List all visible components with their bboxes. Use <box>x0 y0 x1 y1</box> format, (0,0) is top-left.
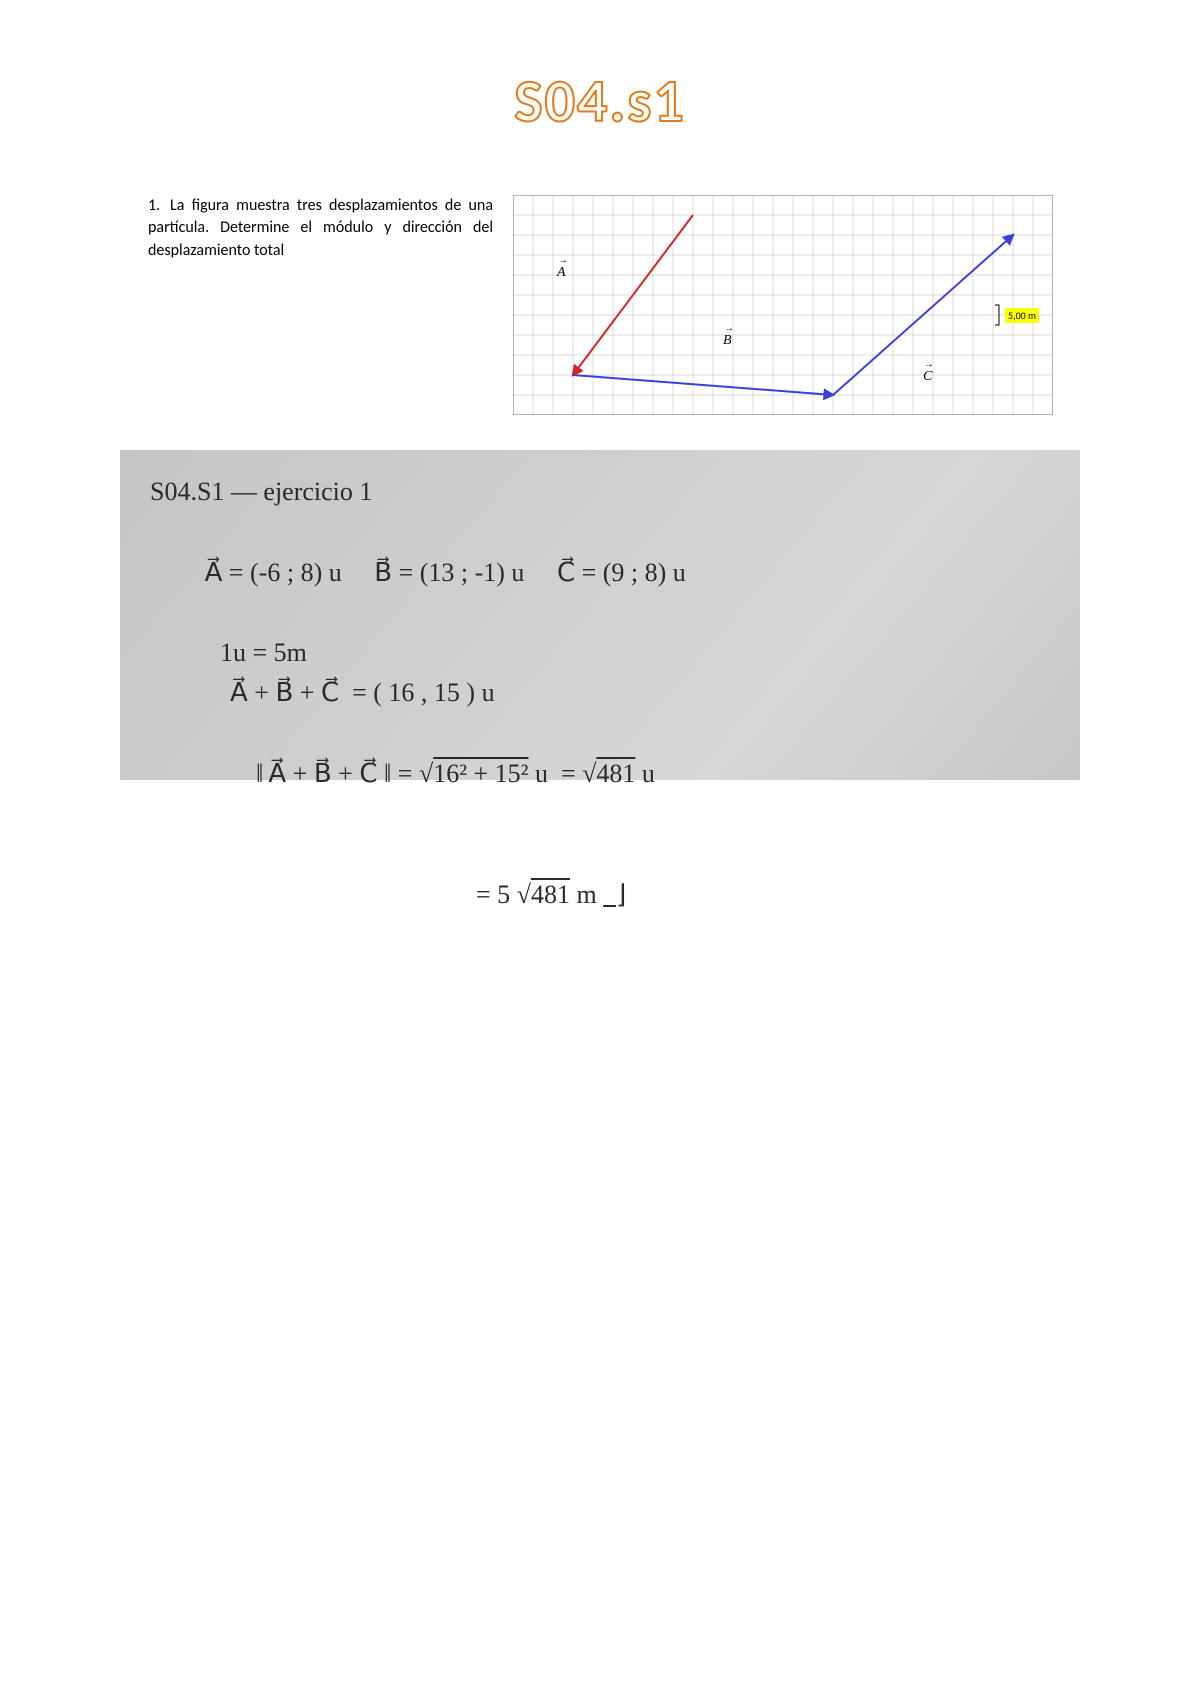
hw-vectors-line: A⃗ = (-6 ; 8) u B⃗ = (13 ; -1) u C⃗ = (9… <box>150 512 1050 633</box>
vector-label-B: →B <box>723 333 732 349</box>
scale-label: 5,00 m <box>1005 308 1039 323</box>
hw-result-rad: 481 <box>531 880 570 909</box>
hw-vec-B: B⃗ = (13 ; -1) u <box>374 558 524 587</box>
problem-number: 1. <box>148 195 170 217</box>
hw-unit: 1u = 5m <box>150 633 1050 673</box>
hw-vec-A: A⃗ = (-6 ; 8) u <box>205 558 342 587</box>
hw-mag-u: u <box>635 759 655 788</box>
underline-flourish: ⌋ <box>603 880 626 909</box>
hw-mag-rad2: 481 <box>596 759 635 788</box>
problem-text: 1.La figura muestra tres desplazamientos… <box>148 195 493 262</box>
hw-heading: S04.S1 — ejercicio 1 <box>150 472 1050 512</box>
hw-vec-C: C⃗ = (9 ; 8) u <box>557 558 686 587</box>
hw-mag-rad1: 16² + 15² <box>433 759 528 788</box>
hw-sum: A⃗ + B⃗ + C⃗ = ( 16 , 15 ) u <box>150 673 1050 713</box>
hw-result: = 5 √481 m ⌋ <box>150 835 1050 956</box>
handwritten-solution: S04.S1 — ejercicio 1 A⃗ = (-6 ; 8) u B⃗ … <box>120 450 1080 780</box>
hw-result-unit: m <box>570 880 597 909</box>
grid-svg <box>513 195 1053 415</box>
vector-label-A: →A <box>557 265 566 281</box>
hw-mag-sqrt1: √ <box>419 759 433 788</box>
hw-mag-lhs: ‖ A⃗ + B⃗ + C⃗ ‖ = <box>256 759 419 788</box>
hw-magnitude: ‖ A⃗ + B⃗ + C⃗ ‖ = √16² + 15² u = √481 u <box>150 714 1050 835</box>
vector-label-C: →C <box>923 369 932 385</box>
problem-row: 1.La figura muestra tres desplazamientos… <box>148 195 1068 415</box>
hw-mag-mid: u = √ <box>528 759 596 788</box>
vector-figure: →A →B →C 5,00 m <box>513 195 1068 415</box>
problem-statement: La figura muestra tres desplazamientos d… <box>148 196 493 260</box>
page-title: S04.s1 <box>514 65 686 138</box>
hw-result-eq: = 5 √ <box>476 880 531 909</box>
